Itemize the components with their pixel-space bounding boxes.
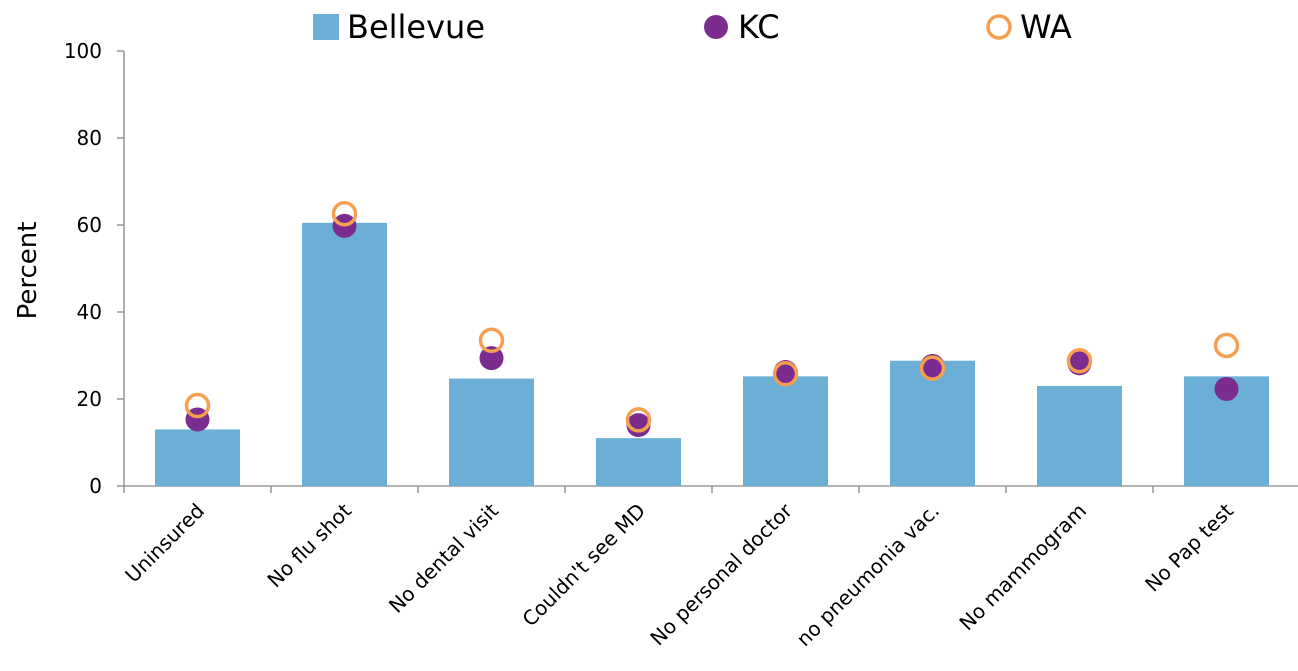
y-axis-title: Percent xyxy=(13,222,43,320)
wa-point xyxy=(772,361,799,387)
y-tick-label: 80 xyxy=(77,126,102,150)
legend: Bellevue KC WA xyxy=(313,8,1072,46)
bellevue-bars xyxy=(155,222,1269,486)
wa-point xyxy=(1213,332,1240,359)
legend-swatch-kc xyxy=(704,15,728,39)
category-label: no pneumonia vac. xyxy=(792,499,944,651)
legend-label-wa: WA xyxy=(1020,8,1072,46)
category-label: No flu shot xyxy=(262,498,356,592)
wa-point xyxy=(625,407,652,433)
y-tick-label: 100 xyxy=(64,39,102,63)
wa-point xyxy=(184,392,211,419)
legend-swatch-bellevue xyxy=(313,14,339,40)
wa-point xyxy=(919,355,946,381)
category-label: Uninsured xyxy=(120,499,209,588)
wa-point xyxy=(1066,347,1093,374)
bellevue-bar xyxy=(302,222,387,486)
bellevue-bar xyxy=(596,438,681,486)
legend-label-bellevue: Bellevue xyxy=(347,8,485,46)
category-label: Couldn't see MD xyxy=(517,499,650,632)
bellevue-bar xyxy=(743,376,828,486)
kc-point xyxy=(479,346,504,371)
y-tick-label: 40 xyxy=(77,300,102,324)
category-label: No dental visit xyxy=(384,498,503,617)
y-tick-label: 20 xyxy=(77,387,102,411)
y-tick-label: 0 xyxy=(89,474,102,498)
legend-label-kc: KC xyxy=(738,8,780,46)
comparison-markers xyxy=(184,200,1240,438)
category-label: No personal doctor xyxy=(645,498,797,650)
bellevue-bar xyxy=(890,360,975,486)
bellevue-bar xyxy=(1037,385,1122,486)
bellevue-bar xyxy=(449,378,534,486)
wa-point xyxy=(478,327,505,354)
category-label: No mammogram xyxy=(954,499,1091,636)
legend-swatch-wa xyxy=(986,14,1012,40)
bellevue-bar xyxy=(155,429,240,486)
category-labels: Uninsured No flu shot No dental visit Could… xyxy=(120,498,1238,651)
y-tick-label: 60 xyxy=(77,213,102,237)
kc-point xyxy=(1214,376,1239,401)
wa-point xyxy=(331,200,358,227)
category-label: No Pap test xyxy=(1140,498,1238,596)
